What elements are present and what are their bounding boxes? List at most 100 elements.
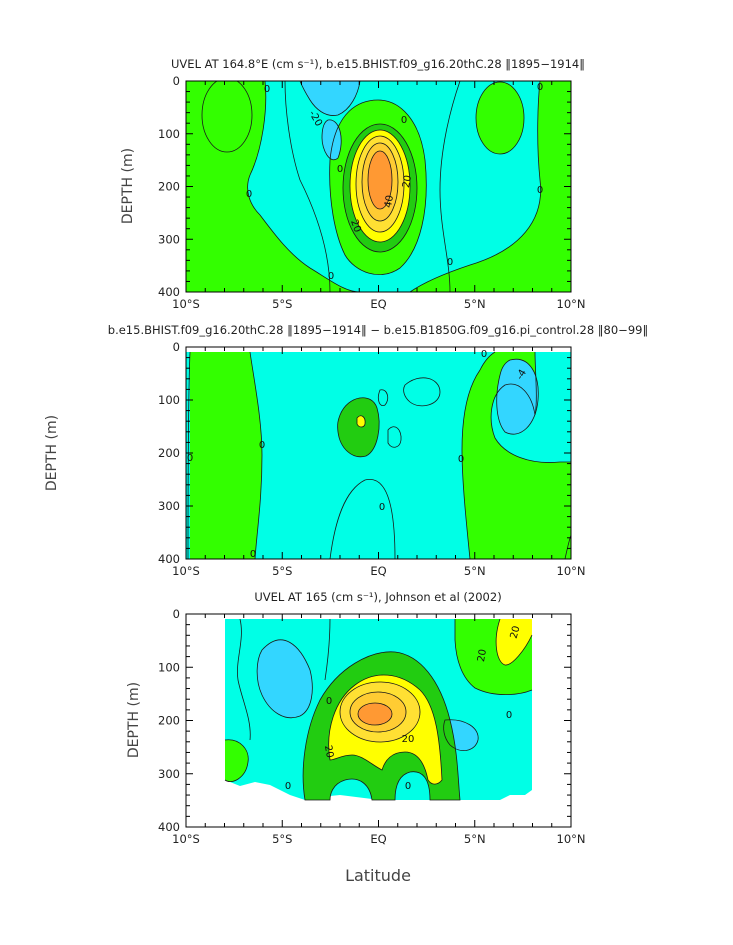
panel-c-clabel: 0: [405, 781, 411, 792]
panel-c-x-ticks: 10°S 5°S EQ 5°N 10°N: [172, 614, 586, 846]
panel-a-field-green-north: [410, 81, 571, 292]
x-tick-label: 5°N: [464, 297, 486, 311]
panel-c-core-c3: [357, 702, 393, 726]
panel-a-x-ticks: 10°S 5°S EQ 5°N 10°N: [172, 81, 586, 311]
y-tick-label: 300: [158, 767, 180, 781]
panel-a-clabel: 20: [348, 218, 363, 234]
y-tick-label: 400: [158, 552, 180, 566]
panel-a-contour-line-3: [329, 99, 427, 276]
panel-b-field-cyan-blob-2: [387, 426, 402, 448]
panel-c-contour-line-7: [324, 618, 331, 681]
panel-a-field-lightblue-2: [322, 119, 342, 160]
panel-c-clabel: 0: [326, 696, 332, 707]
panel-b: b.e15.BHIST.f09_g16.20thC.28 ‖1895−1914‖…: [44, 323, 648, 578]
panel-b-field-green: [190, 352, 571, 559]
panel-a-clabel: 0: [537, 82, 543, 93]
y-tick-label: 100: [158, 127, 180, 141]
panel-b-clabel: 0: [458, 454, 464, 465]
y-tick-label: 300: [158, 499, 180, 513]
panel-a-contours: [186, 81, 571, 292]
panel-c-clabel: 20: [476, 648, 489, 662]
panel-a-contour-line-5: [321, 119, 342, 161]
panel-b-field-yellow-blob: [356, 415, 366, 428]
y-tick-label: 100: [158, 393, 180, 407]
panel-c-clabel: 20: [402, 734, 415, 745]
panel-c-contour-line-3: [454, 619, 533, 696]
x-tick-label: 5°S: [272, 564, 292, 578]
panel-a-clabel: 0: [264, 84, 270, 95]
y-tick-label: 400: [158, 285, 180, 299]
panel-b-contour-line-1: [187, 351, 191, 559]
y-tick-label: 100: [158, 660, 180, 674]
panel-a-title: UVEL AT 164.8°E (cm s⁻¹), b.e15.BHIST.f0…: [171, 57, 585, 71]
x-tick-label: 10°S: [172, 832, 200, 846]
panel-a-clabel: 20: [401, 174, 414, 188]
y-tick-label: 0: [173, 340, 180, 354]
x-tick-label: 10°N: [557, 564, 586, 578]
panel-b-title: b.e15.BHIST.f09_g16.20thC.28 ‖1895−1914‖…: [108, 323, 648, 337]
panel-a-core-c5: [367, 150, 393, 210]
x-tick-label: 10°S: [172, 564, 200, 578]
panel-c-clabel: 20: [322, 744, 335, 758]
panel-a-clabel: 0: [246, 189, 252, 200]
panel-a-field-lightblue: [300, 81, 360, 116]
x-tick-label: 5°N: [464, 564, 486, 578]
panel-b-contour-line-3: [329, 478, 396, 559]
panel-a-field-green-west-blob: [201, 81, 253, 153]
panel-a-clabel: 0: [401, 115, 407, 126]
x-tick-label: 5°N: [464, 832, 486, 846]
panel-a-contour-line-1: [247, 81, 361, 292]
panel-a-clabel: 0: [447, 257, 453, 268]
panel-b-clabel: -4: [515, 368, 530, 382]
panel-b-ylabel: DEPTH (m): [44, 415, 60, 491]
panel-b-contour-line-6: [496, 358, 539, 435]
panel-a-ylabel: DEPTH (m): [120, 148, 136, 224]
x-tick-label: 10°S: [172, 297, 200, 311]
panel-b-contour-line-5: [490, 351, 571, 463]
panel-b-clabel: 0: [481, 349, 487, 360]
x-tick-label: EQ: [370, 297, 386, 311]
panel-a-contour-line-7: [439, 81, 461, 292]
panel-c-clabel: 20: [509, 625, 523, 640]
x-tick-label: 10°N: [557, 297, 586, 311]
panel-b-field-cyan-blob-1: [403, 377, 441, 407]
panel-c-field-green-west: [225, 739, 249, 782]
x-tick-label: EQ: [370, 564, 386, 578]
y-tick-label: 200: [158, 714, 180, 728]
panel-a-contour-line-6: [284, 81, 331, 292]
panel-c-title: UVEL AT 165 (cm s⁻¹), Johnson et al (200…: [254, 590, 501, 604]
panel-b-clabel: 0: [259, 440, 265, 451]
panel-b-contour-line-4: [461, 351, 496, 559]
panel-a-clabel: 40: [383, 194, 396, 208]
panel-b-clabel: 0: [187, 453, 193, 464]
x-axis-label: Latitude: [345, 866, 411, 885]
panel-a-field-green-east-blob: [475, 81, 525, 155]
y-tick-label: 0: [173, 607, 180, 621]
x-tick-label: 5°S: [272, 297, 292, 311]
y-tick-label: 200: [158, 446, 180, 460]
panel-b-contour-line-2: [249, 351, 263, 559]
panel-b-contours: [186, 347, 571, 559]
panel-b-clabel: 0: [250, 549, 256, 560]
panel-c-contour-line-6: [237, 618, 251, 741]
panel-a-clabel: 0: [537, 185, 543, 196]
panel-b-field-cyan-south: [330, 479, 395, 559]
panel-b-field-darkgreen-blob: [337, 397, 380, 458]
panel-b-contour-labels: 0 0 0 0 0 0 -4: [187, 349, 529, 560]
panel-c-field-yellow-jet: [496, 619, 532, 666]
y-tick-label: 400: [158, 820, 180, 834]
panel-c-contours: [224, 618, 533, 801]
panel-b-x-ticks: 10°S 5°S EQ 5°N 10°N: [172, 347, 586, 578]
panel-a-clabel: 0: [337, 164, 343, 175]
panel-a-contour-line-4: [299, 81, 361, 116]
y-tick-label: 300: [158, 232, 180, 246]
panel-c-contour-line-2: [443, 719, 479, 751]
x-tick-label: EQ: [370, 832, 386, 846]
panel-c-contour-line-4: [495, 618, 533, 666]
panel-c-clabel: 0: [285, 781, 291, 792]
x-tick-label: 5°S: [272, 832, 292, 846]
panel-c-contour-labels: 20 20 0 0 20 20 0 0: [285, 625, 523, 792]
panel-b-y-ticks: 0 100 200 300 400: [158, 340, 571, 566]
